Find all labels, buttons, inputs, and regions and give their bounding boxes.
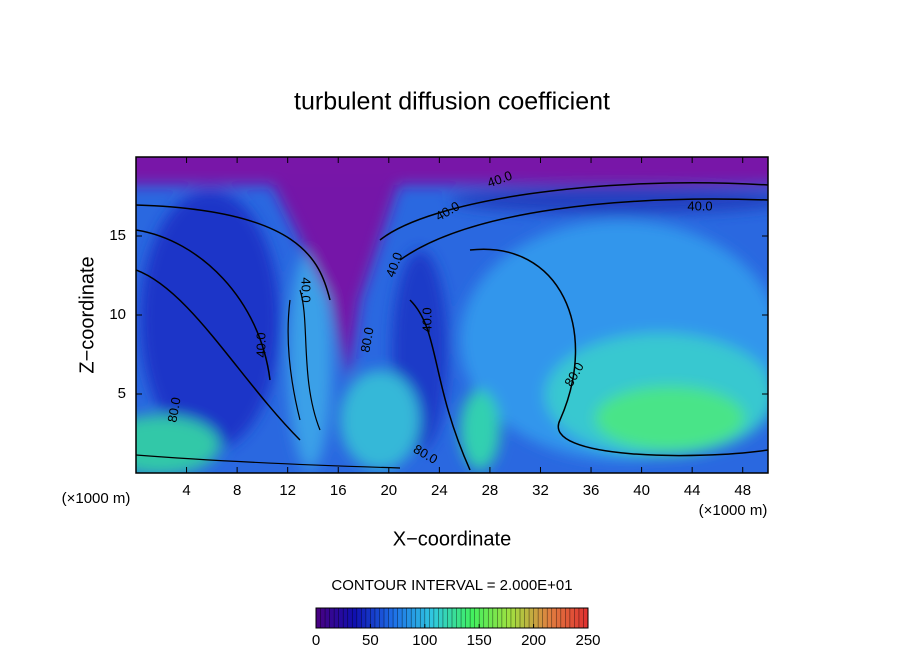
- contour-label: 40.0: [253, 332, 268, 357]
- y-tick-label: 15: [109, 227, 126, 244]
- colorbar-cell: [388, 608, 394, 628]
- colorbar-tick-label: 100: [412, 632, 437, 649]
- colorbar-cell: [438, 608, 444, 628]
- colorbar-cell: [402, 608, 408, 628]
- colorbar-cell: [356, 608, 362, 628]
- colorbar-cell: [325, 608, 331, 628]
- colorbar-cell: [551, 608, 557, 628]
- colorbar-cell: [470, 608, 476, 628]
- colorbar-cell: [338, 608, 344, 628]
- colorbar-cell: [538, 608, 544, 628]
- x-tick-label: 48: [734, 482, 751, 499]
- colorbar-cell: [524, 608, 530, 628]
- x-tick-label: 16: [330, 482, 347, 499]
- chart-title: turbulent diffusion coefficient: [294, 88, 610, 116]
- colorbar-cell: [397, 608, 403, 628]
- colorbar-cell: [465, 608, 471, 628]
- colorbar-tick-label: 200: [521, 632, 546, 649]
- colorbar-cell: [529, 608, 535, 628]
- contour-label: 40.0: [299, 277, 314, 302]
- colorbar-cell: [374, 608, 380, 628]
- colorbar-cell: [492, 608, 498, 628]
- colorbar-cell: [515, 608, 521, 628]
- x-tick-label: 32: [532, 482, 549, 499]
- colorbar-cell: [547, 608, 553, 628]
- colorbar-cell: [415, 608, 421, 628]
- colorbar-cell: [569, 608, 575, 628]
- colorbar-cell: [565, 608, 571, 628]
- colorbar-cell: [501, 608, 507, 628]
- colorbar-cell: [542, 608, 548, 628]
- contour-label: 80.0: [357, 326, 376, 354]
- colorbar-cell: [393, 608, 399, 628]
- colorbar-cell: [520, 608, 526, 628]
- colorbar-cell: [320, 608, 326, 628]
- colorbar-cell: [574, 608, 580, 628]
- colorbar-cell: [447, 608, 453, 628]
- colorbar-cell: [334, 608, 340, 628]
- colorbar-frame: [315, 607, 589, 629]
- x-tick-label: 28: [482, 482, 499, 499]
- x-unit-label: (×1000 m): [699, 502, 768, 519]
- colorbar-cell: [343, 608, 349, 628]
- colorbar-cell: [510, 608, 516, 628]
- colorbar-tick-label: 250: [575, 632, 600, 649]
- contour-label: 40.0: [419, 307, 434, 332]
- colorbar-cell: [483, 608, 489, 628]
- x-tick-label: 24: [431, 482, 448, 499]
- y-tick-label: 5: [118, 385, 126, 402]
- x-unit-label: (×1000 m): [62, 490, 131, 507]
- colorbar-cell: [429, 608, 435, 628]
- colorbar-cell: [456, 608, 462, 628]
- colorbar-tick-label: 0: [312, 632, 320, 649]
- colorbar-cell: [497, 608, 503, 628]
- x-tick-label: 20: [380, 482, 397, 499]
- colorbar-cell: [506, 608, 512, 628]
- colorbar-cell: [411, 608, 417, 628]
- y-axis-label: Z−coordinate: [76, 256, 98, 373]
- colorbar-cell: [452, 608, 458, 628]
- x-axis-label: X−coordinate: [393, 528, 511, 550]
- colorbar-cell: [461, 608, 467, 628]
- colorbar-cell: [433, 608, 439, 628]
- contour-label: 80.0: [164, 396, 183, 424]
- colorbar-cell: [560, 608, 566, 628]
- colorbar-cell: [474, 608, 480, 628]
- x-tick-label: 40: [633, 482, 650, 499]
- colorbar-tick-label: 50: [362, 632, 379, 649]
- colorbar-cell: [479, 608, 485, 628]
- x-tick-label: 44: [684, 482, 701, 499]
- colorbar-cell: [442, 608, 448, 628]
- x-tick-label: 4: [182, 482, 190, 499]
- colorbar-cell: [406, 608, 412, 628]
- y-tick-label: 10: [109, 306, 126, 323]
- colorbar-cell: [352, 608, 358, 628]
- colorbar-cell: [556, 608, 562, 628]
- colorbar-cell: [384, 608, 390, 628]
- colorbar-tick-label: 150: [467, 632, 492, 649]
- colorbar-cell: [424, 608, 430, 628]
- colorbar-cell: [583, 608, 589, 628]
- x-tick-label: 36: [583, 482, 600, 499]
- colorbar-cell: [365, 608, 371, 628]
- colorbar-cell: [578, 608, 584, 628]
- colorbar-cell: [533, 608, 539, 628]
- colorbar-cell: [379, 608, 385, 628]
- contour-label: 40.0: [687, 198, 712, 213]
- colorbar-cell: [488, 608, 494, 628]
- contour-field: [136, 157, 768, 473]
- colorbar-cell: [420, 608, 426, 628]
- x-tick-label: 8: [233, 482, 241, 499]
- x-tick-label: 12: [279, 482, 296, 499]
- colorbar-cell: [316, 608, 322, 628]
- colorbar-cell: [347, 608, 353, 628]
- colorbar-cell: [361, 608, 367, 628]
- contour-interval: CONTOUR INTERVAL = 2.000E+01: [331, 577, 572, 594]
- colorbar-cell: [329, 608, 335, 628]
- colorbar-cell: [370, 608, 376, 628]
